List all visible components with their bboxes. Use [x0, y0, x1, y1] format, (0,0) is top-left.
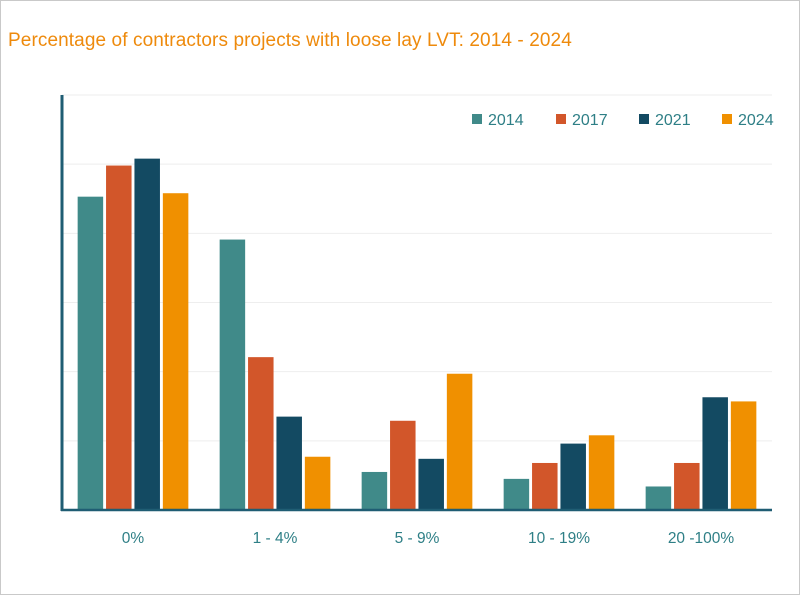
- bar-2014-1: [77, 196, 104, 511]
- x-tick-labels: 0% 1 - 4% 5 - 9% 10 - 19% 20 -100%: [122, 530, 735, 547]
- legend-swatch-2017: [556, 114, 566, 124]
- bar-2021-4: [560, 443, 586, 510]
- bar-2024-2: [304, 456, 331, 510]
- bar-2021-5: [702, 397, 728, 510]
- legend-label-2017: 2017: [572, 112, 608, 129]
- bar-2014-4: [503, 478, 530, 510]
- legend-label-2014: 2014: [488, 112, 524, 129]
- bar-2014-5: [645, 486, 672, 510]
- x-tick-label: 0%: [122, 530, 145, 547]
- bars: [77, 158, 757, 511]
- x-tick-label: 10 - 19%: [528, 530, 590, 547]
- legend-swatch-2014: [472, 114, 482, 124]
- bar-2014-2: [219, 239, 246, 510]
- bar-2021-2: [276, 416, 302, 510]
- bar-2024-1: [162, 193, 189, 510]
- legend-label-2024: 2024: [738, 112, 774, 129]
- bar-2014-3: [361, 471, 388, 510]
- bar-2017-5: [674, 462, 700, 510]
- bar-2017-2: [248, 357, 274, 510]
- bar-2021-1: [134, 158, 160, 510]
- legend-swatch-2024: [722, 114, 732, 124]
- bar-2024-3: [446, 373, 473, 510]
- x-tick-label: 5 - 9%: [395, 530, 440, 547]
- legend-swatch-2021: [639, 114, 649, 124]
- bar-2017-1: [106, 165, 132, 511]
- legend: 2014 2017 2021 2024: [472, 112, 774, 129]
- bar-2021-3: [418, 458, 444, 510]
- x-tick-label: 1 - 4%: [253, 530, 298, 547]
- legend-label-2021: 2021: [655, 112, 691, 129]
- bar-2024-5: [730, 401, 757, 510]
- bar-2017-3: [390, 420, 416, 510]
- x-tick-label: 20 -100%: [668, 530, 735, 547]
- bar-2017-4: [532, 462, 558, 510]
- bar-2024-4: [588, 435, 615, 510]
- chart-title: Percentage of contractors projects with …: [8, 30, 572, 51]
